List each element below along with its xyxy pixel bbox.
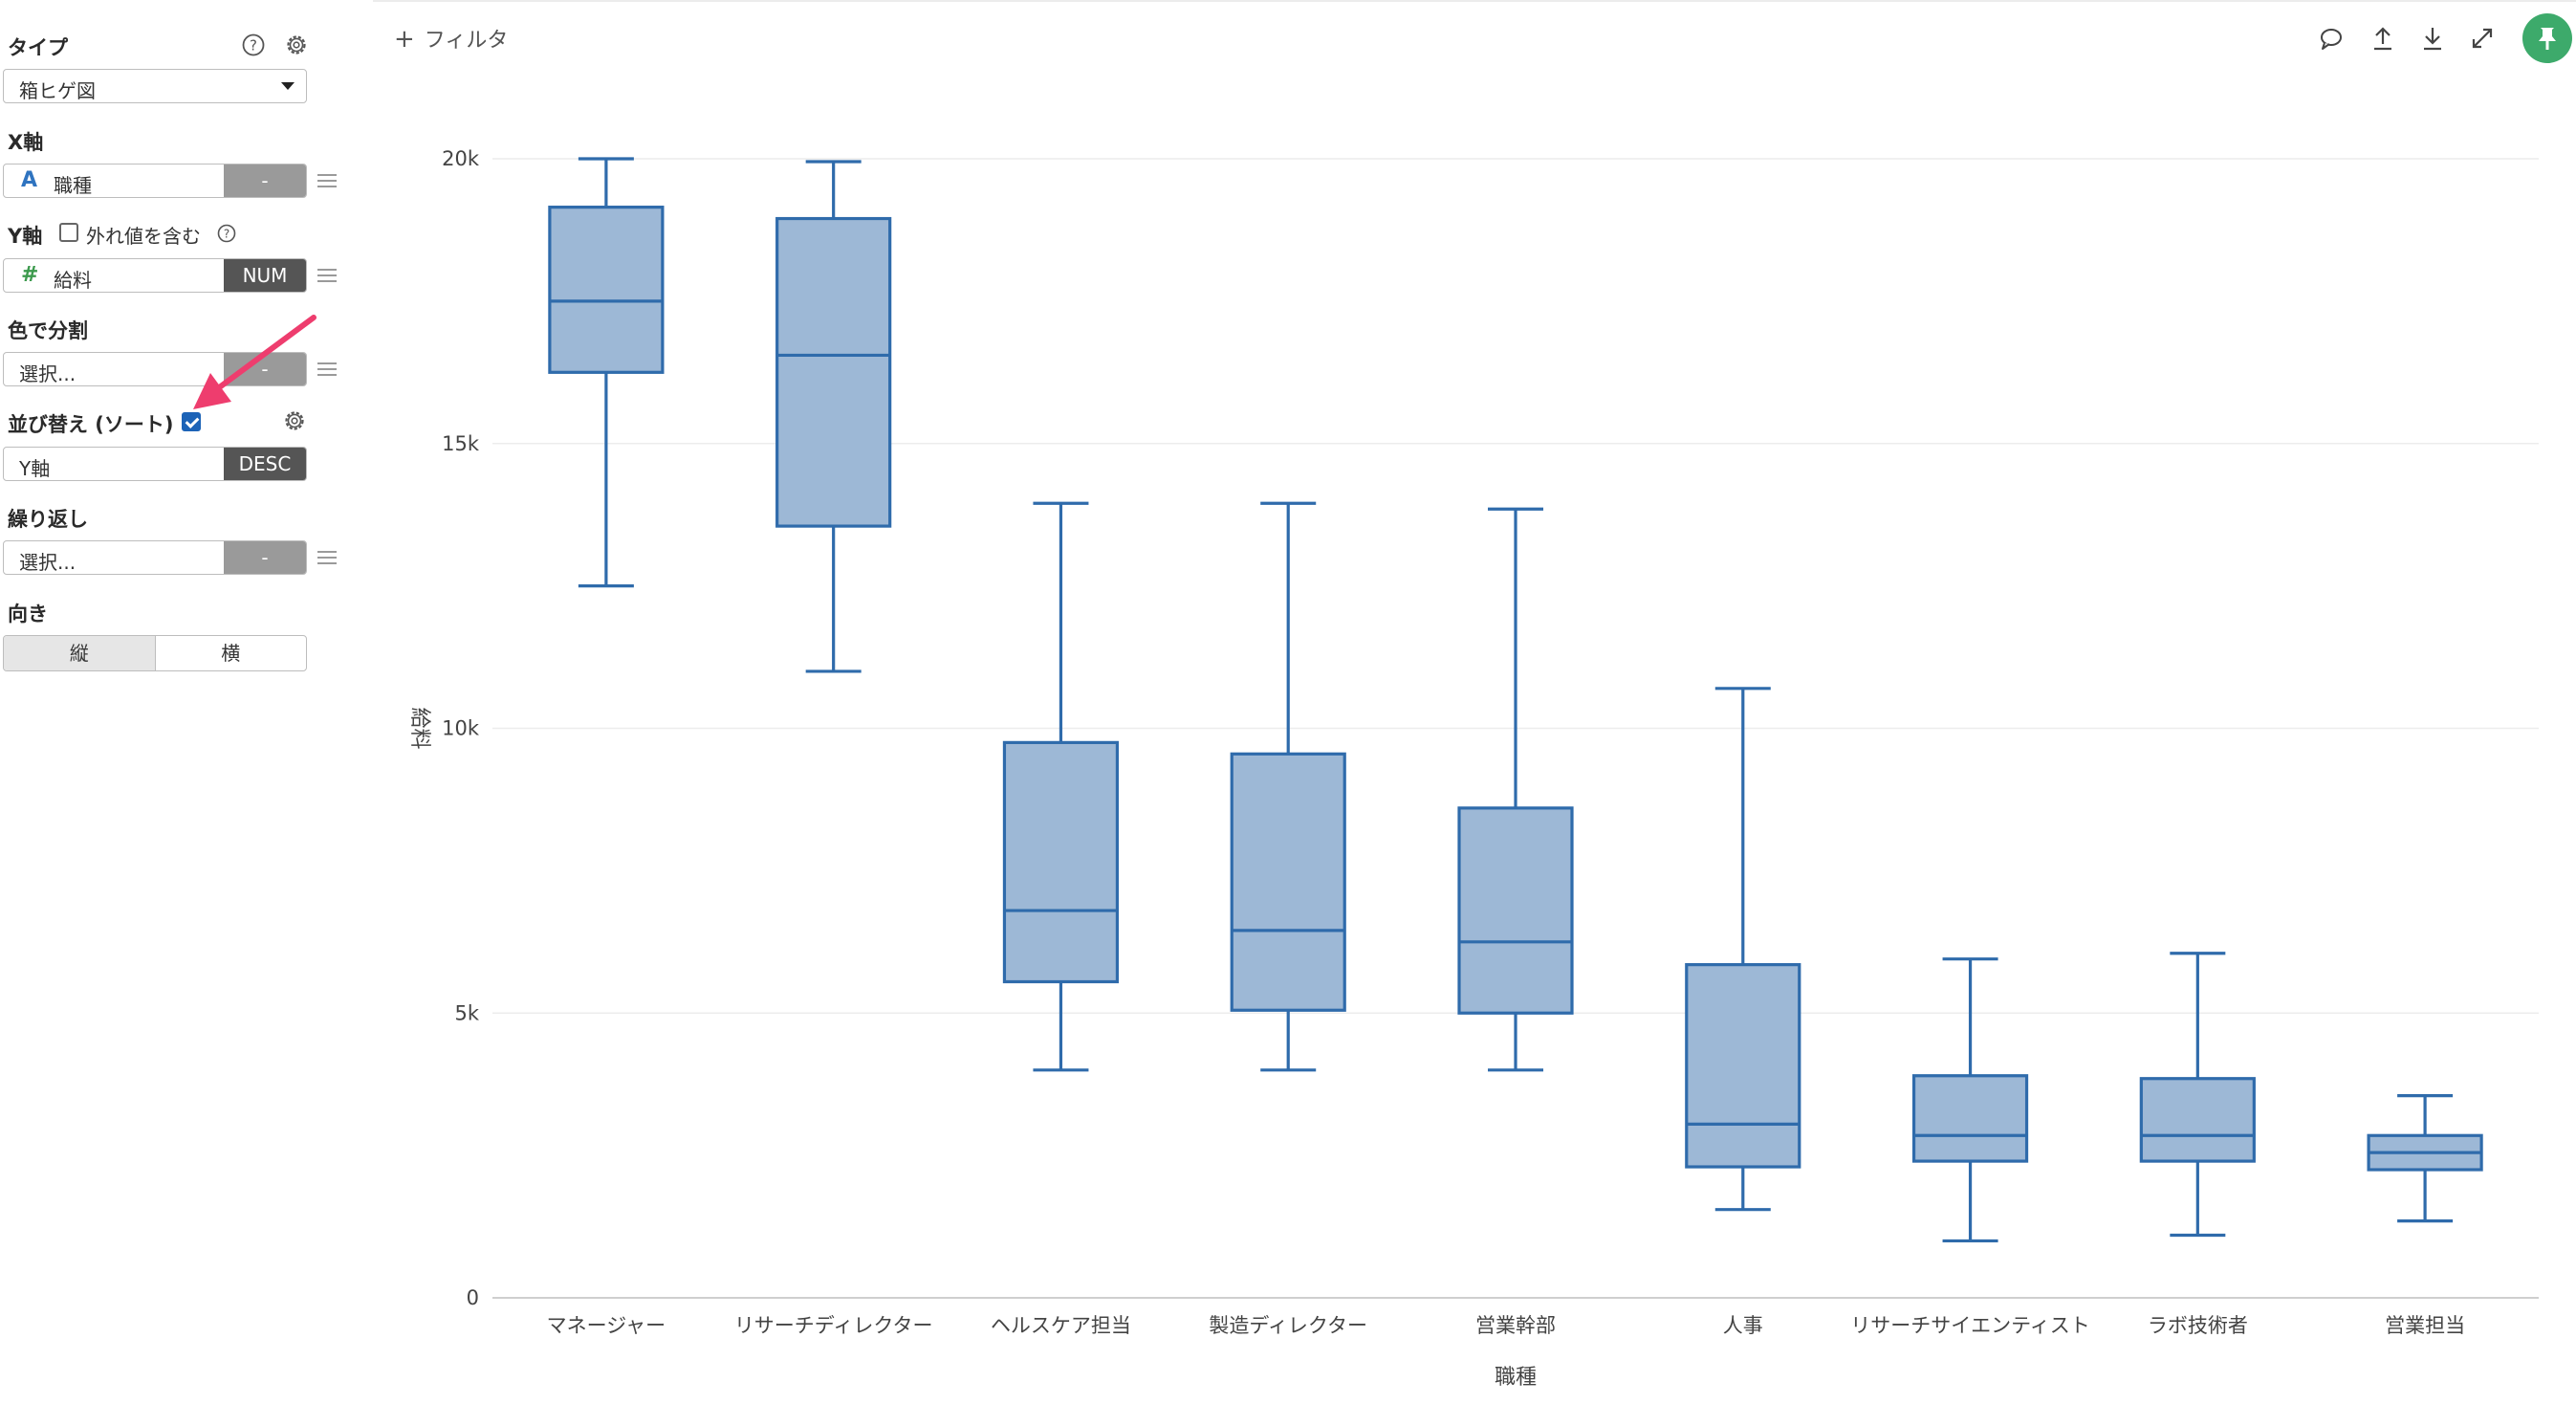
iqr-box — [1685, 963, 1801, 1169]
x-axis-value: 職種 — [54, 174, 92, 197]
iqr-box — [1457, 806, 1574, 1015]
y-axis-title: 給料 — [407, 707, 431, 749]
chevron-down-icon — [281, 82, 295, 90]
orientation-vertical-button[interactable]: 縦 — [4, 636, 156, 670]
x-axis-title: 職種 — [1495, 1366, 1537, 1390]
gear-icon[interactable] — [282, 408, 307, 433]
sort-order-button[interactable]: DESC — [224, 448, 306, 480]
pin-icon — [2539, 28, 2556, 50]
repeat-field[interactable]: 選択... - — [3, 540, 307, 575]
iqr-box — [2139, 1077, 2256, 1163]
settings-panel: タイプ ? 箱ヒゲ図 X軸 A 職種 - Y軸 外れ値を含む ? # 給料 NU… — [0, 0, 337, 1404]
y-tick-label: 5k — [454, 1001, 479, 1024]
type-select-value: 箱ヒゲ図 — [19, 79, 96, 102]
color-split-value: 選択... — [19, 362, 76, 385]
box-7[interactable] — [1911, 957, 2029, 1243]
sort-value: Y軸 — [19, 457, 51, 480]
x-tick-label: マネージャー — [547, 1314, 666, 1337]
sort-field[interactable]: Y軸 DESC — [3, 447, 307, 481]
annotation-arrow-icon — [193, 315, 317, 409]
filter-label: フィルタ — [424, 29, 509, 53]
help-icon[interactable]: ? — [216, 223, 237, 244]
y-axis-field[interactable]: # 給料 NUM — [3, 258, 307, 293]
repeat-button[interactable]: - — [224, 541, 306, 574]
text-type-icon: A — [21, 168, 38, 192]
repeat-label: 繰り返し — [8, 508, 88, 531]
color-split-button[interactable]: - — [224, 353, 306, 385]
box-2[interactable] — [775, 160, 892, 673]
x-tick-label: 営業幹部 — [1475, 1314, 1556, 1337]
svg-text:?: ? — [250, 37, 257, 55]
x-tick-label: リサーチサイエンティスト — [1850, 1314, 2090, 1337]
expand-icon[interactable] — [2469, 25, 2496, 52]
help-icon[interactable]: ? — [241, 33, 266, 57]
y-tick-label: 10k — [442, 717, 480, 740]
x-axis-menu-icon[interactable] — [317, 174, 337, 187]
box-4[interactable] — [1230, 501, 1346, 1072]
boxes — [548, 157, 2483, 1243]
iqr-box — [1911, 1074, 2029, 1163]
orientation-toggle: 縦 横 — [3, 635, 307, 671]
repeat-menu-icon[interactable] — [317, 551, 337, 564]
svg-text:?: ? — [224, 228, 229, 241]
x-tick-label: リサーチディレクター — [734, 1314, 933, 1337]
x-tick-label: 製造ディレクター — [1209, 1314, 1367, 1337]
top-divider — [373, 0, 2576, 2]
iqr-box — [775, 216, 892, 528]
x-axis-aggregate-button[interactable]: - — [224, 165, 306, 197]
box-3[interactable] — [1002, 501, 1120, 1072]
box-5[interactable] — [1457, 507, 1574, 1072]
color-split-menu-icon[interactable] — [317, 362, 337, 376]
y-tick-label: 0 — [467, 1286, 479, 1309]
y-axis-type-button[interactable]: NUM — [224, 259, 306, 292]
y-tick-label: 15k — [442, 432, 480, 455]
add-filter-button[interactable]: + フィルタ — [394, 23, 508, 54]
color-split-label: 色で分割 — [8, 319, 88, 342]
box-6[interactable] — [1685, 687, 1801, 1212]
type-select[interactable]: 箱ヒゲ図 — [3, 69, 307, 103]
type-label: タイプ — [8, 36, 68, 59]
iqr-box — [1002, 740, 1120, 984]
x-axis-ticks: マネージャー リサーチディレクター ヘルスケア担当 製造ディレクター 営業幹部 人事 リサー… — [547, 1314, 2465, 1337]
y-tick-label: 20k — [442, 147, 480, 170]
repeat-value: 選択... — [19, 551, 76, 574]
pin-button[interactable] — [2522, 13, 2572, 63]
plus-icon: + — [394, 25, 415, 54]
iqr-box — [548, 206, 665, 374]
x-tick-label: ラボ技術者 — [2148, 1314, 2248, 1337]
orientation-label: 向き — [8, 603, 48, 625]
sort-checkbox[interactable] — [182, 412, 201, 431]
y-axis-label: Y軸 — [8, 225, 43, 248]
x-axis-field[interactable]: A 職種 - — [3, 164, 307, 198]
x-tick-label: ヘルスケア担当 — [991, 1314, 1131, 1337]
comment-icon[interactable] — [2318, 25, 2345, 52]
orientation-horizontal-button[interactable]: 横 — [221, 642, 241, 665]
upload-icon[interactable] — [2369, 25, 2396, 52]
sort-label: 並び替え (ソート) — [8, 413, 174, 436]
download-icon[interactable] — [2419, 25, 2446, 52]
y-axis-ticks: 0 5k 10k 15k 20k — [442, 147, 480, 1309]
y-axis-value: 給料 — [54, 269, 92, 292]
number-type-icon: # — [21, 263, 39, 287]
gear-icon[interactable] — [284, 33, 309, 57]
x-axis-label: X軸 — [8, 131, 44, 154]
iqr-box — [1230, 752, 1346, 1012]
y-axis-menu-icon[interactable] — [317, 269, 337, 282]
outlier-checkbox[interactable] — [59, 223, 78, 242]
x-tick-label: 営業担当 — [2385, 1314, 2465, 1337]
box-1[interactable] — [548, 157, 665, 588]
outlier-label: 外れ値を含む — [86, 225, 201, 248]
box-9[interactable] — [2367, 1093, 2483, 1223]
box-8[interactable] — [2139, 952, 2256, 1238]
x-tick-label: 人事 — [1723, 1314, 1763, 1337]
